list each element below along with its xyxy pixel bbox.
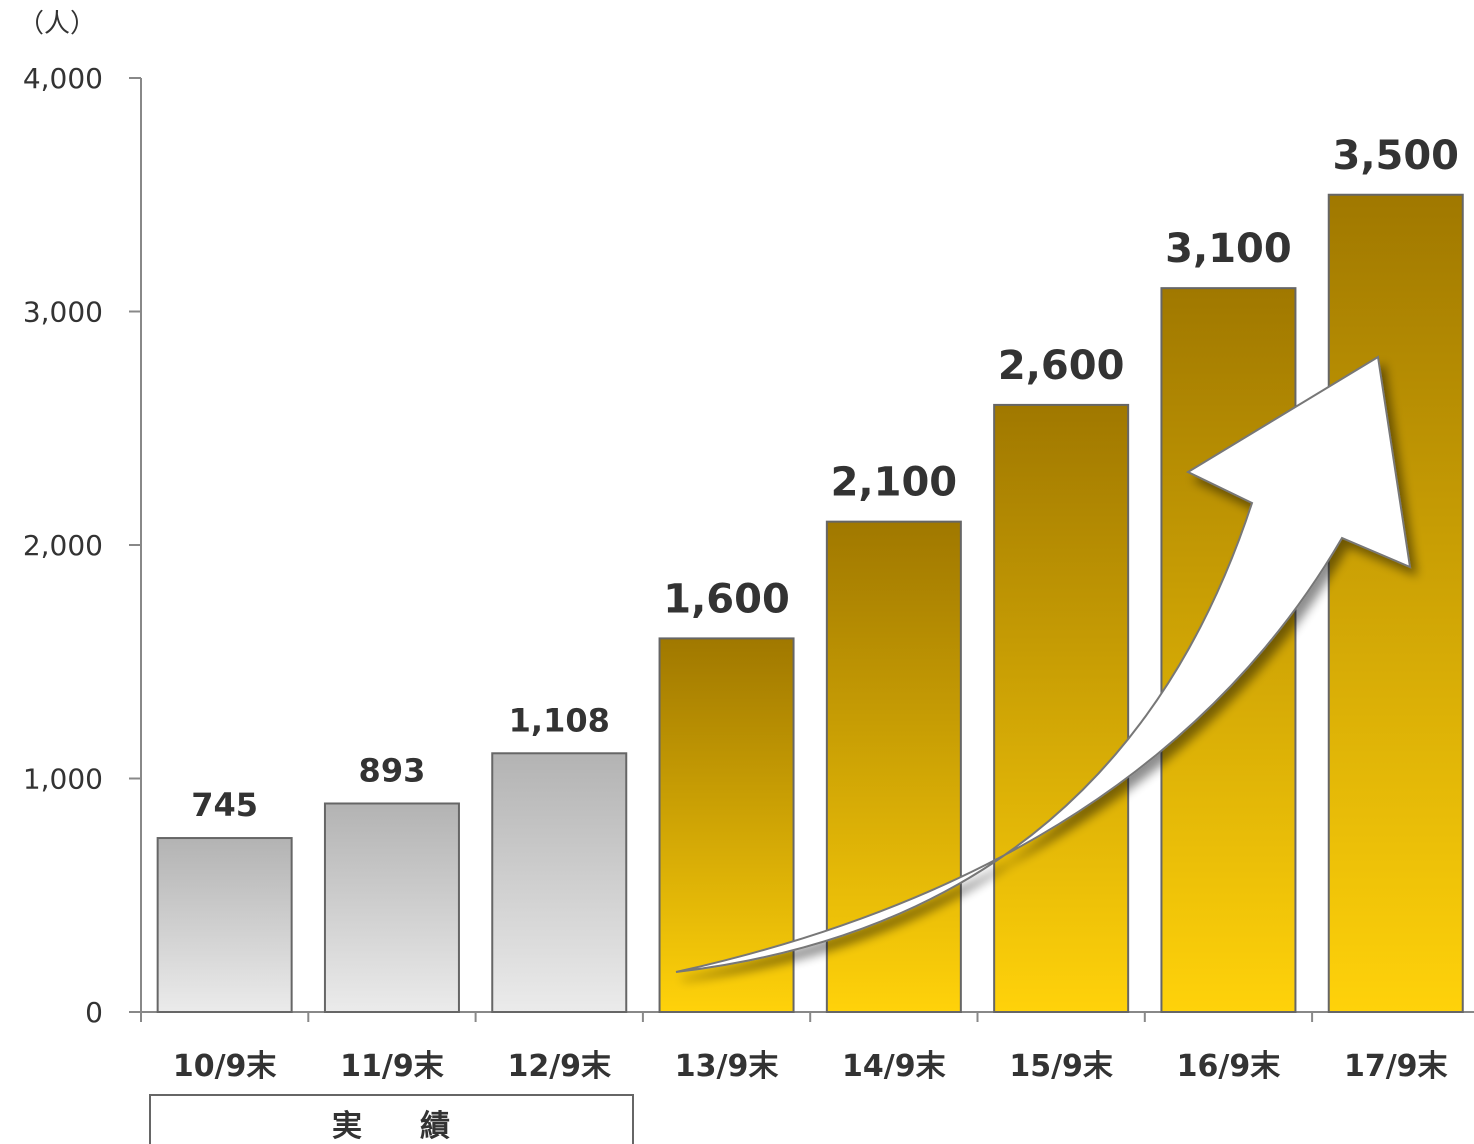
y-tick-label: 2,000	[23, 529, 103, 562]
value-label: 2,100	[831, 460, 958, 506]
value-labels: 745 893 1,108 1,600 2,100 2,600 3,100 3,500	[191, 133, 1459, 824]
y-tick-label: 4,000	[23, 62, 103, 95]
category-label: 13/9末	[675, 1049, 779, 1084]
value-label: 893	[359, 751, 426, 789]
value-label: 1,600	[663, 576, 790, 622]
category-label: 11/9末	[340, 1049, 444, 1084]
y-tick-label: 0	[85, 996, 103, 1029]
value-label: 3,100	[1165, 226, 1292, 272]
actual-group-box	[149, 1094, 634, 1144]
y-tick-label: 3,000	[23, 296, 103, 329]
category-label: 15/9末	[1009, 1049, 1113, 1084]
value-label: 3,500	[1332, 133, 1459, 179]
value-label: 1,108	[509, 701, 610, 739]
bar-15/9末	[993, 403, 1130, 1013]
bars	[156, 193, 1464, 1014]
category-labels: 10/9末 11/9末 12/9末 13/9末 14/9末 15/9末 16/9末 17/9末	[173, 1049, 1448, 1084]
growth-arrow	[675, 355, 1412, 973]
bar-14/9末	[825, 520, 962, 1014]
category-label: 14/9末	[842, 1049, 946, 1084]
actual-group-label: 実 績	[332, 1109, 464, 1144]
bar-12/9末	[491, 752, 628, 1013]
category-label: 12/9末	[507, 1049, 611, 1084]
y-axis: 0 1,000 2,000 3,000 4,000	[23, 62, 142, 1029]
category-label: 10/9末	[173, 1049, 277, 1084]
category-label: 16/9末	[1177, 1049, 1281, 1084]
bar-11/9末	[323, 802, 460, 1013]
x-axis	[130, 1011, 1474, 1022]
value-label: 745	[191, 786, 258, 824]
category-label: 17/9末	[1344, 1049, 1448, 1084]
y-unit-label: （人）	[18, 9, 96, 39]
value-label: 2,600	[998, 343, 1125, 389]
y-tick-label: 1,000	[23, 763, 103, 796]
bar-17/9末	[1327, 193, 1464, 1013]
bar-10/9末	[156, 837, 293, 1013]
